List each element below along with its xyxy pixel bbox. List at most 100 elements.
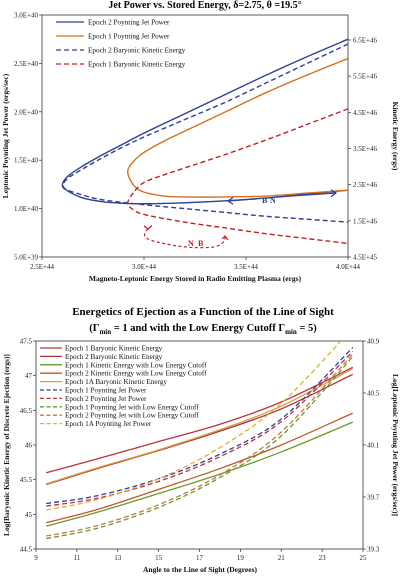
chart-1-annotation-n-blue: N (270, 196, 276, 205)
chart-1-y-label: Leptonic Poynting Jet Power (ergs/sec) (1, 73, 10, 198)
chart-1-x-tick-label: 4.0E+44 (336, 263, 360, 271)
chart-1: Jet Power vs. Stored Energy, δ=2.75, θ =… (1, 0, 400, 283)
chart-1-y2-ticks: 4.5E+45 1.5E+46 2.5E+46 3.5E+46 4.5E+46 5.5E+… (348, 37, 377, 262)
chart-1-annotation-b-blue: B (262, 196, 268, 205)
chart-2-subtitle-part-2: = 1 and with the Low Energy Cutoff Γ (111, 323, 285, 334)
chart-2-y2-tick-label: 40.5 (367, 390, 380, 398)
chart-1-annotation-n-red: N (188, 239, 194, 248)
chart-2-title: Energetics of Ejection as a Function of … (72, 306, 334, 318)
chart-2-legend-8: Epoch 2 Poynting Jet with Low Energy Cut… (65, 412, 199, 420)
chart-2-series-8-line (46, 353, 354, 537)
chart-1-y2-tick-label: 4.5E+46 (353, 109, 377, 117)
chart-1-legend-1: Epoch 1 Poynting Jet Power (88, 33, 170, 41)
chart-1-x-label: Magneto-Leptonic Energy Stored in Radio … (89, 274, 302, 283)
chart-2-x-tick-label: 17 (196, 554, 204, 562)
chart-1-y2-tick-label: 3.5E+46 (353, 145, 377, 153)
chart-2-subtitle: (Γmin = 1 and with the Low Energy Cutoff… (89, 323, 317, 336)
chart-2-subtitle-part-0: (Γ (89, 323, 99, 334)
chart-1-legend-3: Epoch 1 Baryonic Kinetic Energy (88, 61, 186, 69)
chart-2-x-tick-label: 9 (34, 554, 38, 562)
chart-1-series-1-line (126, 57, 349, 198)
chart-2-series-3-line (46, 412, 354, 524)
chart-2-legend-4: Epoch 1A Baryonic Kinetic Energy (65, 378, 167, 386)
chart-1-x-tick-label: 3.5E+44 (234, 263, 258, 271)
chart-1-y-tick-label: 3.0E+40 (14, 12, 38, 20)
chart-2-x-tick-label: 25 (360, 554, 368, 562)
chart-1-x-tick-label: 3.0E+44 (132, 263, 156, 271)
chart-2-x-tick-label: 13 (114, 554, 122, 562)
chart-2-legend-1: Epoch 2 Baryonic Kinetic Energy (65, 353, 163, 361)
chart-2-y2-tick-label: 40.9 (367, 338, 380, 346)
chart-2-series-7-line (46, 356, 354, 540)
chart-1-x-ticks: 2.5E+44 3.0E+44 3.5E+44 4.0E+44 (30, 257, 360, 271)
chart-1-legend-2: Epoch 2 Baryonic Kinetic Energy (88, 47, 186, 55)
chart-2-series-1-line (46, 373, 354, 486)
chart-1-y-tick-label: 1.5E+40 (14, 157, 38, 165)
chart-2-legend-6: Epoch 2 Poynting Jet Power (65, 395, 147, 403)
chart-1-blue-arrow (226, 189, 338, 205)
chart-1-red-arrow (143, 225, 229, 249)
chart-2-y-tick-label: 46.5 (20, 407, 33, 415)
chart-2-y-ticks: 44.5 45 45.5 46 46.5 47 47.5 (20, 338, 36, 554)
chart-2-legend-7: Epoch 1 Poynting Jet with Low Energy Cut… (65, 403, 199, 411)
chart-1-series-0-line (61, 38, 349, 205)
chart-2-y-tick-label: 47 (25, 372, 33, 380)
chart-1-legend-0: Epoch 2 Poynting Jet Power (88, 19, 170, 27)
chart-1-y-tick-label: 2.5E+40 (14, 60, 38, 68)
chart-2-series-0-line (46, 366, 354, 474)
chart-1-y2-tick-label: 2.5E+46 (353, 181, 377, 189)
chart-2-x-tick-label: 11 (74, 554, 81, 562)
chart-2-y2-label: Log[Leptonic Poynting Jet Power (ergs/se… (391, 374, 400, 516)
chart-2-y2-ticks: 39.3 39.7 40.1 40.5 40.9 (363, 338, 380, 554)
chart-2-y-tick-label: 45.5 (20, 476, 33, 484)
chart-2-y2-tick-label: 40.1 (367, 442, 380, 450)
chart-2-y-tick-label: 45 (25, 511, 33, 519)
chart-2-legend-9: Epoch 1A Poynting Jet Power (65, 420, 152, 428)
chart-2-x-tick-label: 15 (155, 554, 163, 562)
chart-2-y2-tick-label: 39.3 (367, 546, 380, 554)
chart-1-y2-label: Kinetic Energy (ergs) (391, 102, 400, 171)
chart-2-legend-3: Epoch 2 Kinetic Energy with Low Energy C… (65, 370, 207, 378)
chart-2: Energetics of Ejection as a Function of … (2, 306, 400, 574)
chart-2-series (46, 341, 354, 540)
chart-2-series-4-line (46, 368, 354, 485)
chart-1-y2-tick-label: 5.5E+46 (353, 73, 377, 81)
chart-1-plot-area (41, 14, 349, 258)
chart-2-series-2-line (46, 421, 354, 527)
chart-2-y-tick-label: 46 (25, 442, 33, 450)
chart-2-subtitle-part-1: min (99, 328, 111, 336)
chart-1-series-2-line (62, 43, 349, 223)
chart-1-annotation-b-red: B (198, 239, 204, 248)
chart-2-x-tick-label: 19 (237, 554, 245, 562)
chart-1-series-3-line (126, 108, 349, 245)
chart-2-legend-0: Epoch 1 Baryonic Kinetic Energy (65, 345, 163, 353)
chart-2-x-ticks: 9 11 13 15 17 19 21 23 25 (34, 549, 367, 562)
chart-2-x-tick-label: 21 (278, 554, 286, 562)
chart-2-subtitle-part-3: min (285, 328, 297, 336)
chart-1-y-tick-label: 1.0E+40 (14, 205, 38, 213)
chart-2-series-5-line (46, 347, 354, 505)
chart-2-y-label: Log[Baryonic Kinetic Energy of Discrete … (2, 354, 11, 536)
chart-2-y-tick-label: 47.5 (20, 338, 33, 346)
chart-2-series-6-line (46, 350, 354, 507)
chart-2-legend-5: Epoch 1 Poynting Jet Power (65, 387, 147, 395)
chart-2-x-tick-label: 23 (319, 554, 327, 562)
chart-2-legend-2: Epoch 1 Kinetic Energy with Low Energy C… (65, 361, 207, 369)
chart-1-legend: Epoch 2 Poynting Jet Power Epoch 1 Poynt… (56, 19, 186, 69)
chart-2-series-9-line (46, 341, 342, 511)
chart-1-y-tick-label: 5.0E+39 (14, 254, 38, 262)
chart-1-y-ticks: 5.0E+39 1.0E+40 1.5E+40 2.0E+40 2.5E+40 3.0E+… (14, 12, 42, 262)
chart-2-y-tick-label: 44.5 (20, 546, 33, 554)
chart-1-x-tick-label: 2.5E+44 (30, 263, 54, 271)
chart-1-y-tick-label: 2.0E+40 (14, 108, 38, 116)
chart-2-subtitle-part-4: = 5) (297, 323, 317, 334)
chart-2-y2-tick-label: 39.7 (367, 494, 380, 502)
chart-1-y2-tick-label: 1.5E+46 (353, 217, 377, 225)
chart-1-y2-tick-label: 4.5E+45 (353, 254, 377, 262)
chart-1-y2-tick-label: 6.5E+46 (353, 37, 377, 45)
chart-2-x-label: Angle to the Line of Sight (Degrees) (143, 565, 258, 574)
chart-1-series (61, 38, 349, 245)
